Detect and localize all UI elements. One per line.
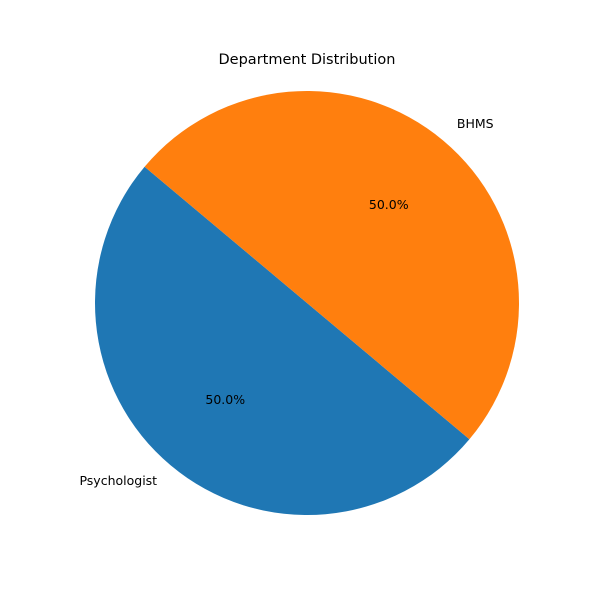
slice-label-psychologist: Psychologist	[79, 473, 157, 488]
pie-labels: Psychologist 50.0% BHMS 50.0%	[79, 116, 493, 488]
slice-percent-psychologist: 50.0%	[205, 392, 245, 407]
slice-label-bhms: BHMS	[457, 116, 494, 131]
pie-slice-bhms	[144, 91, 520, 440]
pie-slices	[95, 91, 520, 515]
pie-slice-psychologist	[95, 166, 470, 515]
chart-title: Department Distribution	[219, 52, 396, 68]
slice-percent-bhms: 50.0%	[369, 197, 409, 212]
